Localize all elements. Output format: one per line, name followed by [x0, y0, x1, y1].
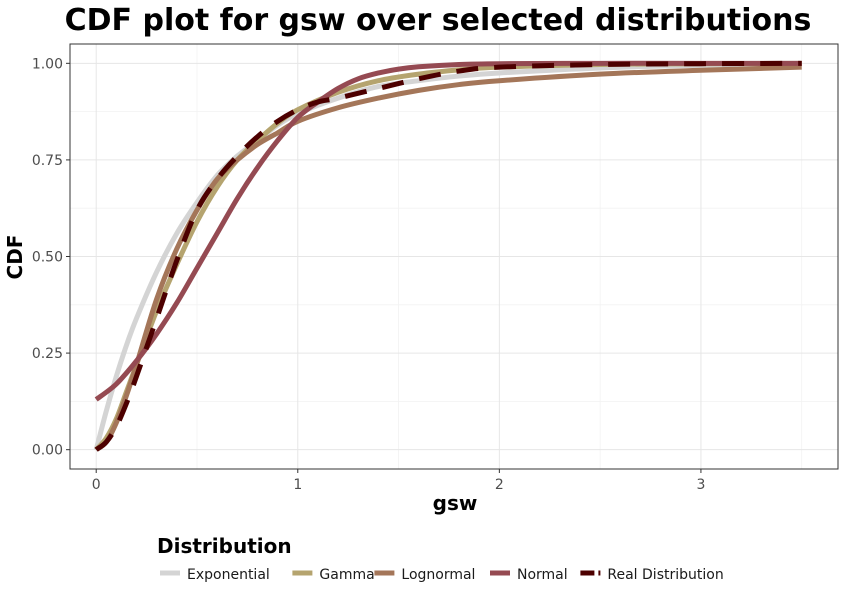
legend-items: Exponential Gamma Lognormal Normal Real Dist…	[160, 567, 724, 583]
chart-title: CDF plot for gsw over selected distribut…	[65, 3, 812, 38]
y-tick-label: 1.00	[32, 56, 63, 72]
legend-item-lognormal: Lognormal	[374, 567, 475, 583]
series-line-lognormal	[94, 64, 802, 452]
y-tick-label: 0.75	[32, 153, 63, 169]
y-axis-title: CDF	[3, 235, 27, 280]
legend-label-normal: Normal	[517, 567, 568, 583]
x-tick-label: 0	[92, 477, 101, 493]
legend-item-exponential: Exponential	[160, 567, 270, 583]
legend-item-normal: Normal	[490, 567, 568, 583]
legend-item-gamma: Gamma	[292, 567, 375, 583]
panel-grid	[70, 44, 838, 469]
x-tick-label: 2	[495, 477, 504, 493]
series-line-real-distribution	[94, 60, 802, 452]
legend-label-exponential: Exponential	[187, 567, 270, 583]
legend: Distribution Exponential Gamma Lognormal No…	[157, 534, 724, 583]
legend-item-real-distribution: Real Distribution	[580, 567, 724, 583]
legend-label-lognormal: Lognormal	[401, 567, 475, 583]
legend-label-gamma: Gamma	[319, 567, 374, 583]
x-axis-ticks: 0 1 2 3	[92, 469, 705, 493]
y-tick-label: 0.00	[32, 443, 63, 459]
x-tick-label: 1	[293, 477, 302, 493]
y-tick-label: 0.25	[32, 346, 63, 362]
legend-title: Distribution	[157, 534, 292, 558]
x-tick-label: 3	[696, 477, 705, 493]
y-axis-ticks: 0.00 0.25 0.50 0.75 1.00	[32, 56, 70, 459]
series-layer	[93, 60, 802, 452]
y-tick-label: 0.50	[32, 250, 63, 266]
legend-label-real-distribution: Real Distribution	[607, 567, 723, 583]
x-axis-title: gsw	[433, 491, 478, 515]
